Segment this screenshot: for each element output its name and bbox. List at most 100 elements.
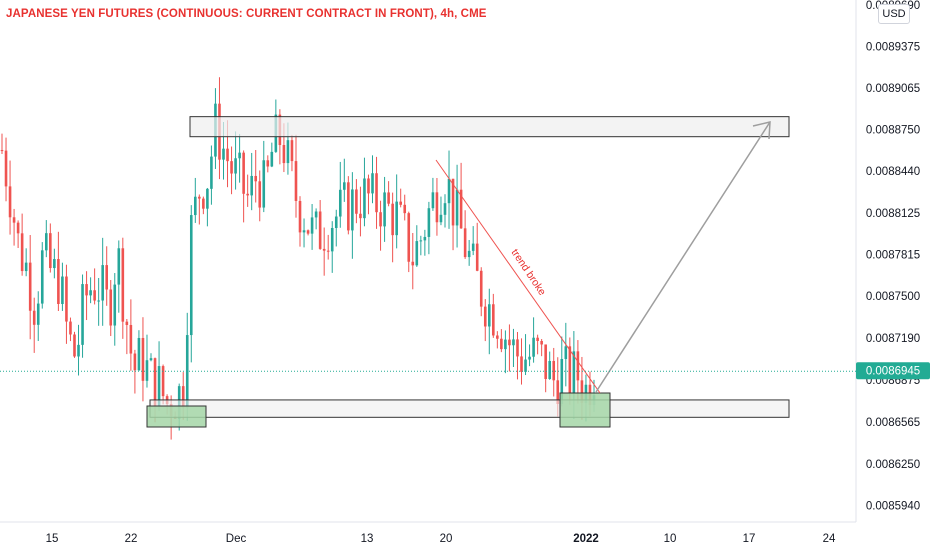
candle: [415, 225, 419, 267]
candle: [455, 164, 459, 248]
candle: [500, 329, 503, 353]
time-tick-label: Dec: [226, 533, 247, 545]
candle: [61, 262, 64, 311]
candle-body: [161, 366, 165, 397]
candle: [508, 324, 511, 372]
candle-body: [230, 161, 233, 174]
candle: [359, 186, 362, 237]
candle-body: [113, 284, 117, 326]
candle-body: [338, 189, 342, 217]
candle: [399, 188, 402, 208]
candle-body: [572, 351, 576, 394]
candle: [85, 271, 88, 321]
candle: [238, 133, 241, 183]
candle-body: [302, 230, 306, 233]
candle-body: [516, 339, 519, 357]
price-tick-label: 0.0087500: [866, 291, 920, 303]
time-tick-label: 13: [361, 533, 374, 545]
candle-body: [12, 217, 16, 223]
candle-body: [532, 337, 535, 357]
candle-body: [334, 216, 338, 228]
candle-body: [181, 386, 185, 408]
candle-body: [258, 181, 262, 208]
candle-body: [556, 380, 560, 404]
candle-body: [141, 337, 145, 381]
candle: [435, 178, 439, 236]
candle: [28, 235, 32, 340]
candle-body: [153, 358, 157, 407]
price-axis[interactable]: 0.00896900.00893750.00890650.00887500.00…: [866, 0, 920, 513]
candle-body: [552, 360, 556, 381]
candle-body: [109, 289, 113, 326]
candle: [36, 291, 40, 341]
candle: [49, 223, 52, 273]
candle: [246, 174, 249, 207]
candle: [322, 227, 326, 276]
time-tick-label: 24: [823, 533, 836, 545]
candle: [105, 246, 109, 306]
candle-body: [447, 178, 451, 204]
candle-body: [121, 248, 125, 322]
candle: [387, 181, 390, 207]
candle-body: [238, 152, 241, 159]
candle: [290, 134, 294, 172]
candle-body: [101, 265, 104, 301]
candle-body: [149, 358, 153, 361]
candle-body: [254, 175, 258, 182]
price-tick-label: 0.0089065: [866, 83, 920, 95]
candle-body: [351, 189, 354, 231]
candle: [564, 322, 568, 387]
candle: [548, 351, 552, 380]
candle: [53, 248, 56, 279]
candle: [367, 174, 370, 215]
candle: [544, 344, 547, 393]
candle: [89, 277, 92, 304]
candle-body: [270, 151, 274, 167]
candle-body: [145, 360, 149, 381]
target-arrow-head: [752, 121, 771, 140]
candle: [532, 317, 535, 363]
candle: [379, 200, 382, 251]
candle-body: [234, 158, 237, 174]
candle: [121, 237, 125, 339]
candle-body: [544, 344, 547, 379]
candle: [133, 349, 137, 394]
currency-selector[interactable]: USD: [878, 4, 910, 24]
candle-body: [504, 339, 507, 350]
candle-body: [36, 303, 40, 325]
candle-body: [475, 243, 479, 271]
last-price-value: 0.0086945: [866, 366, 920, 378]
candle-body: [44, 233, 48, 251]
candle: [439, 196, 443, 226]
candle-body: [105, 265, 109, 290]
candle-body: [371, 173, 374, 194]
candle-body: [500, 338, 503, 350]
candle-body: [411, 261, 415, 266]
candle: [451, 178, 455, 251]
candle: [157, 341, 161, 411]
candle-body: [4, 150, 8, 187]
candle: [230, 146, 233, 195]
candle: [57, 231, 60, 312]
candle: [431, 177, 435, 211]
candle: [77, 324, 80, 376]
candle-body: [455, 189, 459, 226]
candle: [8, 160, 12, 235]
candle-body: [294, 161, 298, 201]
candle-body: [467, 250, 471, 258]
target-arrow-line: [595, 121, 771, 393]
time-axis[interactable]: 15 22 Dec 13 20 2022 10 17 24: [46, 533, 836, 545]
chart-title: JAPANESE YEN FUTURES (CONTINUOUS: CURREN…: [6, 8, 487, 20]
candle-body: [185, 335, 189, 408]
candle-body: [375, 173, 378, 213]
candle-body: [40, 250, 44, 304]
candle: [234, 131, 237, 190]
candle: [0, 133, 4, 155]
candle-body: [560, 359, 564, 404]
time-tick-label: 22: [125, 533, 138, 545]
candle-body: [419, 240, 423, 242]
candle-body: [157, 366, 161, 407]
candle-body: [73, 334, 76, 357]
candle-body: [367, 178, 370, 194]
